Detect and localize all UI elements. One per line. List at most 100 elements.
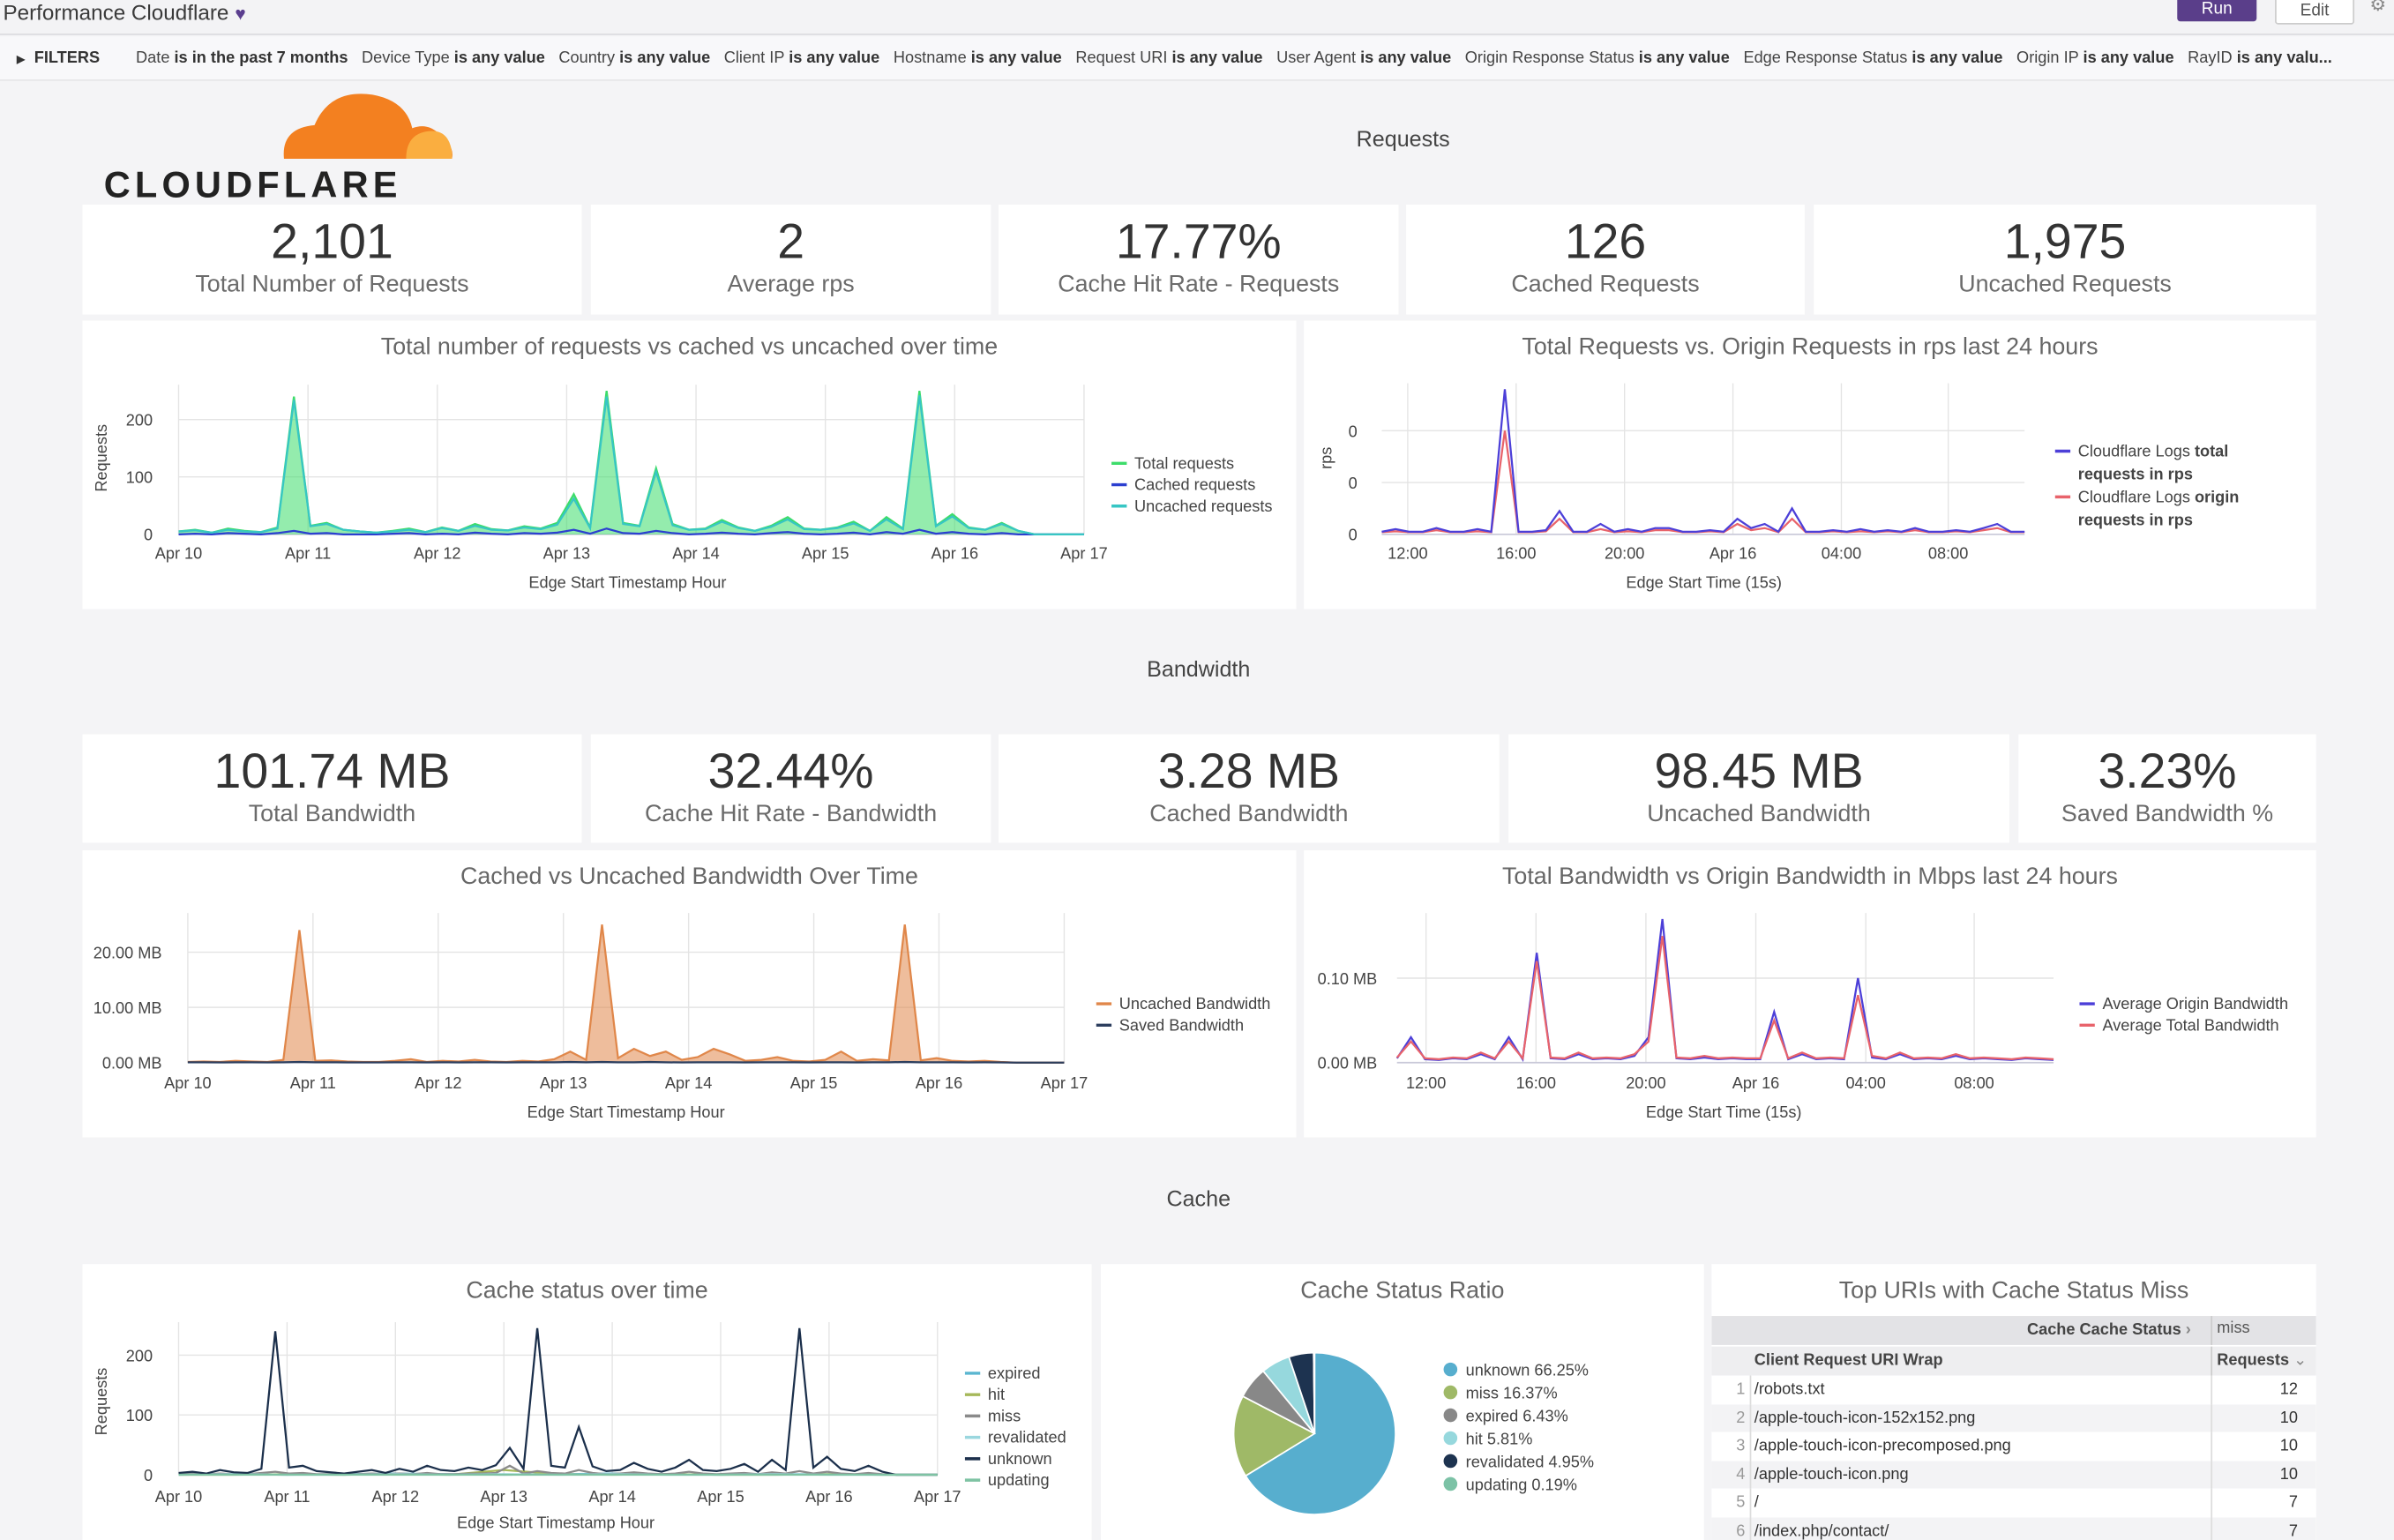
legend-item[interactable]: Uncached requests bbox=[1111, 497, 1273, 515]
cache-status-chart-svg: Apr 10 Apr 11 Apr 12 Apr 13 Apr 14 Apr 15 Apr … bbox=[93, 1321, 1066, 1532]
legend-item[interactable]: Cached requests bbox=[1111, 476, 1255, 494]
kpi-tile: 3.28 MB Cached Bandwidth bbox=[999, 734, 1500, 843]
filter-chip[interactable]: Edge Response Status is any value bbox=[1743, 49, 2002, 67]
kpi-value: 3.28 MB bbox=[1157, 743, 1340, 799]
kpi-label: Uncached Requests bbox=[1958, 272, 2172, 298]
x-tick-label: 08:00 bbox=[1954, 1074, 1994, 1092]
legend-label: Uncached Bandwidth bbox=[1119, 995, 1271, 1013]
row-number: 3 bbox=[1736, 1436, 1746, 1455]
legend-item[interactable]: Total requests bbox=[1111, 454, 1234, 472]
table-row[interactable]: 3/apple-touch-icon-precomposed.png 10 bbox=[1711, 1432, 2316, 1462]
kpi-label: Cached Bandwidth bbox=[1149, 801, 1349, 828]
kpi-tile: 2 Average rps bbox=[590, 204, 991, 315]
x-tick-label: Apr 17 bbox=[914, 1488, 961, 1506]
rps-chart-svg: 12:00 16:00 20:00 Apr 16 04:00 08:00 0 0 0 Edge S… bbox=[1317, 383, 2240, 591]
filter-chip[interactable]: Request URI is any value bbox=[1075, 49, 1262, 67]
table-row[interactable]: 4/apple-touch-icon.png 10 bbox=[1711, 1460, 2316, 1490]
kpi-tile: 3.23% Saved Bandwidth % bbox=[2018, 734, 2316, 843]
y-tick-label: 10.00 MB bbox=[94, 999, 162, 1017]
filter-condition: is any value bbox=[619, 49, 711, 68]
kpi-label: Uncached Bandwidth bbox=[1647, 801, 1871, 828]
chart-title: Cached vs Uncached Bandwidth Over Time bbox=[460, 863, 918, 891]
legend-item[interactable]: hit bbox=[964, 1386, 1005, 1403]
legend-item[interactable]: expired 6.43% bbox=[1443, 1407, 1568, 1424]
filter-condition: is any value bbox=[970, 49, 1062, 68]
filter-condition: is any value bbox=[789, 49, 880, 68]
table-row[interactable]: 2/apple-touch-icon-152x152.png 10 bbox=[1711, 1403, 2316, 1433]
filter-chip[interactable]: User Agent is any value bbox=[1276, 49, 1451, 67]
series-line-miss bbox=[178, 1464, 938, 1476]
legend-label-cont: requests in rps bbox=[2078, 511, 2193, 528]
kpi-value: 32.44% bbox=[707, 743, 874, 799]
legend-item[interactable]: revalidated 4.95% bbox=[1443, 1453, 1594, 1470]
legend-item[interactable]: miss bbox=[964, 1407, 1021, 1424]
section-title-cache: Cache bbox=[1166, 1187, 1231, 1213]
y-tick-label: 0.10 MB bbox=[1318, 970, 1378, 988]
filter-chip[interactable]: Hostname is any value bbox=[894, 49, 1062, 67]
uri-cell: /apple-touch-icon-precomposed.png bbox=[1754, 1436, 2011, 1455]
edit-button[interactable]: Edit bbox=[2275, 0, 2355, 25]
filter-chip[interactable]: Client IP is any value bbox=[724, 49, 879, 67]
x-tick-label: Apr 10 bbox=[155, 545, 203, 563]
table-row[interactable]: 5 / 7 bbox=[1711, 1488, 2316, 1518]
legend-item[interactable]: Average Total Bandwidth bbox=[2079, 1016, 2279, 1034]
filters-toggle[interactable]: ▶ FILTERS bbox=[17, 49, 100, 67]
x-axis-title: Edge Start Timestamp Hour bbox=[457, 1514, 655, 1532]
table-row[interactable]: 1/robots.txt 12 bbox=[1711, 1375, 2316, 1405]
filter-chip[interactable]: Country is any value bbox=[558, 49, 710, 67]
x-tick-label: Apr 12 bbox=[372, 1488, 420, 1506]
x-tick-label: 20:00 bbox=[1605, 545, 1644, 563]
legend-item[interactable]: Average Origin Bandwidth bbox=[2079, 995, 2288, 1013]
legend-item[interactable]: revalidated bbox=[964, 1429, 1066, 1447]
filter-field: RayID bbox=[2188, 49, 2233, 68]
column-header-uri[interactable]: Client Request URI Wrap bbox=[1754, 1350, 1943, 1370]
chart-bandwidth-over-time: Cached vs Uncached Bandwidth Over Time A… bbox=[82, 850, 1297, 1138]
filter-condition: is any valu... bbox=[2236, 49, 2332, 68]
legend-item[interactable]: hit 5.81% bbox=[1443, 1430, 1533, 1447]
run-button[interactable]: Run bbox=[2177, 0, 2257, 22]
filter-chip[interactable]: RayID is any valu... bbox=[2188, 49, 2332, 67]
filters-bar: ▶ FILTERS Date is in the past 7 months Dev… bbox=[0, 36, 2394, 81]
legend-label: Average Origin Bandwidth bbox=[2102, 995, 2288, 1013]
legend-item[interactable]: updating 0.19% bbox=[1443, 1476, 1577, 1493]
requests-cell: 7 bbox=[2288, 1521, 2299, 1540]
column-header-requests[interactable]: Requests ⌄ bbox=[2217, 1350, 2308, 1370]
filter-condition: is any value bbox=[453, 49, 545, 68]
legend-item[interactable]: Saved Bandwidth bbox=[1096, 1016, 1244, 1034]
legend-item[interactable]: unknown 66.25% bbox=[1443, 1362, 1589, 1379]
chart-title: Total Bandwidth vs Origin Bandwidth in M… bbox=[1502, 863, 2118, 891]
legend-item[interactable]: miss 16.37% bbox=[1443, 1385, 1558, 1402]
y-tick-label: 0 bbox=[1349, 527, 1358, 544]
series-line-cloudflare-logs-origin-requests-in-rps bbox=[1381, 430, 2025, 534]
legend-item[interactable]: unknown bbox=[964, 1450, 1052, 1468]
uri-cell: /index.php/contact/ bbox=[1754, 1521, 1889, 1540]
legend-item[interactable]: Cloudflare Logs origin requests in rps bbox=[2054, 488, 2240, 528]
legend-item[interactable]: Uncached Bandwidth bbox=[1096, 995, 1271, 1013]
y-tick-label: 20.00 MB bbox=[94, 944, 162, 961]
x-tick-label: 04:00 bbox=[1822, 545, 1861, 563]
kpi-value: 101.74 MB bbox=[213, 743, 451, 799]
y-tick-label: 200 bbox=[126, 412, 153, 430]
uri-cell: / bbox=[1754, 1492, 1759, 1512]
x-tick-label: Apr 14 bbox=[665, 1074, 713, 1092]
table-row[interactable]: 6/index.php/contact/7 bbox=[1711, 1516, 2316, 1540]
filter-chip[interactable]: Date is in the past 7 months bbox=[136, 49, 348, 67]
legend-item[interactable]: Cloudflare Logs total requests in rps bbox=[2054, 443, 2229, 483]
x-tick-label: Apr 16 bbox=[916, 1074, 962, 1092]
series-line-average-origin-bandwidth bbox=[1395, 918, 2054, 1063]
legend-item[interactable]: expired bbox=[964, 1364, 1041, 1382]
legend-label: expired bbox=[988, 1364, 1041, 1382]
y-tick-label: 0 bbox=[144, 527, 153, 544]
y-tick-label: 0.00 MB bbox=[102, 1055, 162, 1073]
filter-chip[interactable]: Origin IP is any value bbox=[2016, 49, 2174, 67]
x-tick-label: Apr 14 bbox=[672, 545, 720, 563]
legend-item[interactable]: updating bbox=[964, 1471, 1050, 1489]
favorite-heart-icon[interactable]: ♥ bbox=[235, 3, 246, 25]
gear-icon[interactable]: ⚙ bbox=[2369, 0, 2386, 16]
chevron-right-icon: › bbox=[2185, 1320, 2191, 1339]
kpi-label: Saved Bandwidth % bbox=[2061, 801, 2274, 828]
filter-chip[interactable]: Device Type is any value bbox=[362, 49, 545, 67]
filter-chip[interactable]: Origin Response Status is any value bbox=[1465, 49, 1730, 67]
legend-label-cont: requests in rps bbox=[2078, 466, 2193, 483]
kpi-tile: 126 Cached Requests bbox=[1406, 204, 1805, 315]
